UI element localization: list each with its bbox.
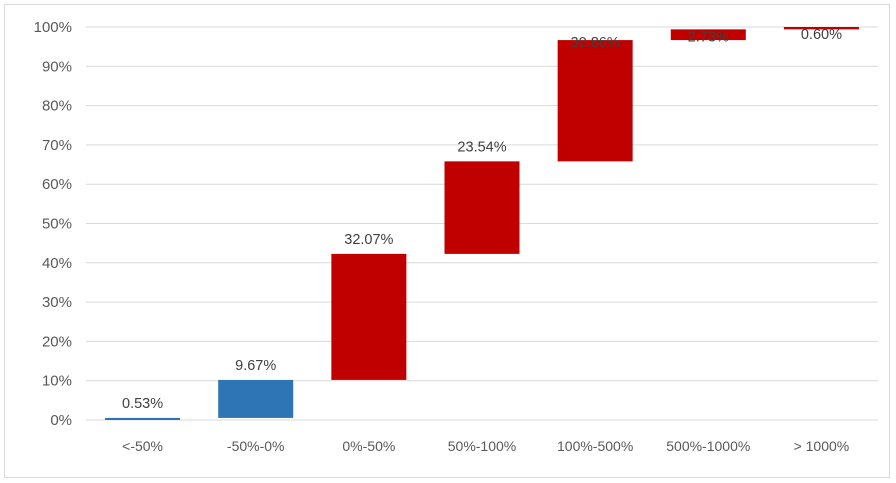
data-label: 0.53% (122, 396, 163, 412)
y-tick-label: 90% (42, 58, 72, 75)
y-tick-label: 60% (42, 176, 72, 193)
y-tick-label: 20% (42, 333, 72, 350)
x-category-label: 100%-500% (557, 438, 633, 454)
data-label: 30.86% (571, 35, 620, 51)
data-label: 0.60% (801, 27, 842, 43)
x-category-label: -50%-0% (227, 438, 285, 454)
y-tick-label: 100% (34, 19, 72, 36)
bar-4 (557, 40, 633, 162)
y-tick-label: 50% (42, 216, 72, 233)
y-tick-label: 30% (42, 294, 72, 311)
bar-3 (444, 161, 520, 254)
y-tick-label: 70% (42, 137, 72, 154)
x-category-label: <-50% (122, 438, 163, 454)
y-tick-label: 0% (50, 412, 72, 429)
data-label: 2.73% (688, 29, 729, 45)
bar-6 (783, 27, 859, 30)
data-label: 32.07% (344, 232, 393, 248)
y-tick-label: 10% (42, 373, 72, 390)
y-tick-label: 40% (42, 255, 72, 272)
x-category-label: > 1000% (794, 438, 850, 454)
data-label: 23.54% (457, 139, 506, 155)
x-category-label: 500%-1000% (666, 438, 750, 454)
bar-5 (670, 29, 746, 41)
bar-0 (105, 417, 181, 420)
data-label: 9.67% (235, 358, 276, 374)
y-tick-label: 80% (42, 98, 72, 115)
bar-2 (331, 253, 407, 380)
bar-1 (218, 379, 294, 418)
x-category-label: 50%-100% (448, 438, 517, 454)
x-category-label: 0%-50% (342, 438, 395, 454)
